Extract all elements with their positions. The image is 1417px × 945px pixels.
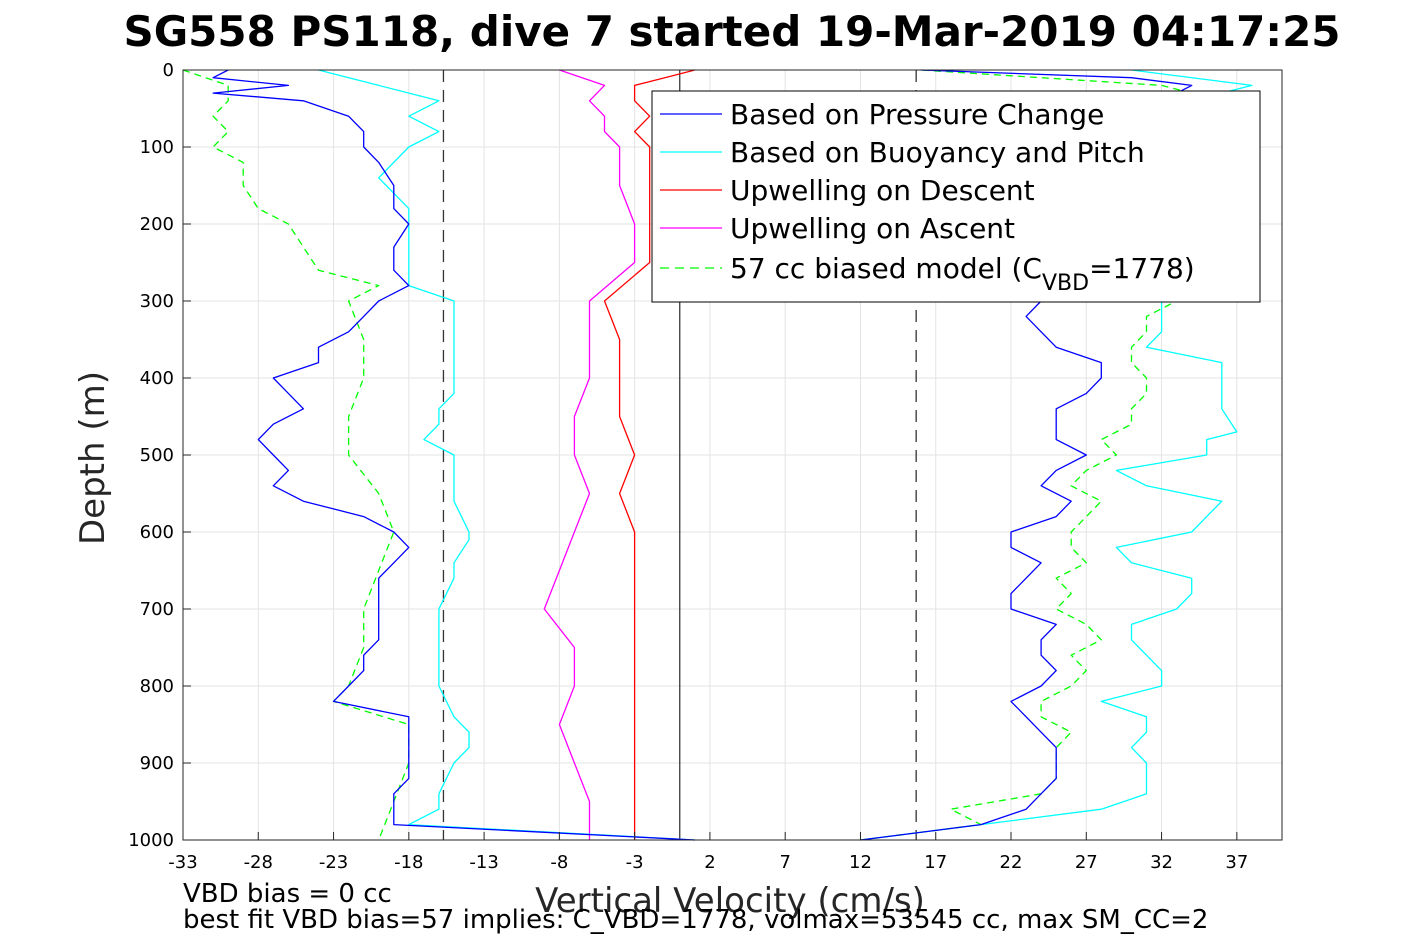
x-tick-label: -13 [469,852,498,873]
annotation-best-fit: best fit VBD bias=57 implies: C_VBD=1778… [183,905,1208,935]
x-tick-label: 22 [1000,852,1023,873]
legend-label-text: Upwelling on Ascent [730,212,1015,245]
series-upwelling-on-ascent-line [543,69,636,840]
x-tick-label: -18 [394,852,423,873]
x-tick-label: 17 [924,852,947,873]
legend-label: Upwelling on Descent [730,174,1035,207]
y-tick-label: 500 [140,445,174,466]
y-axis-ticks: 0 100 200 300 400 500 600 700 800 900 1000 [128,60,191,851]
x-tick-label: 2 [704,852,715,873]
legend-box [651,90,1261,303]
x-axis-label: Vertical Velocity (cm/s) [535,881,925,921]
y-tick-label: 800 [140,676,174,697]
y-tick-label: 900 [140,753,174,774]
series-upwelling-on-descent-line [603,69,696,840]
x-tick-label: -33 [168,852,197,873]
x-tick-label: 7 [779,852,790,873]
x-tick-label: -23 [319,852,348,873]
x-tick-label: 37 [1225,852,1248,873]
x-tick-label: 27 [1075,852,1098,873]
x-axis-ticks: -33 -28 -23 -18 -13 -8 -3 2 7 12 17 22 27 32 37 [168,832,1248,873]
y-tick-label: 300 [140,291,174,312]
x-tick-label: -3 [626,852,644,873]
chart-title: SG558 PS118, dive 7 started 19-Mar-2019 … [123,7,1340,56]
x-tick-label: 12 [849,852,872,873]
y-tick-label: 100 [140,137,174,158]
y-tick-label: 600 [140,522,174,543]
y-tick-label: 200 [140,214,174,235]
legend-label-tail: =1778) [1089,252,1195,285]
annotation-vbd-bias: VBD bias = 0 cc [183,879,392,909]
series-based-on-pressure-change-descent-line [212,69,695,841]
x-tick-label: -8 [550,852,568,873]
legend-label: Upwelling on Ascent [730,212,1015,245]
legend-label: 57 cc biased model (CVBD=1778) [730,252,1195,296]
y-tick-label: 0 [163,60,174,81]
series-based-on-buoyancy-and-pitch-descent-line [318,69,695,841]
legend: Based on Pressure Change Based on Buoyanc… [651,90,1261,303]
y-tick-label: 1000 [128,830,174,851]
legend-label: Based on Buoyancy and Pitch [730,136,1145,169]
legend-label-text: Upwelling on Descent [730,174,1035,207]
x-tick-label: 32 [1150,852,1173,873]
legend-label-text: 57 cc biased model (C [730,252,1042,285]
y-tick-label: 700 [140,599,174,620]
x-tick-label: -28 [244,852,273,873]
y-axis-label: Depth (m) [73,371,113,545]
legend-label-subscript: VBD [1042,271,1089,296]
legend-label-text: Based on Buoyancy and Pitch [730,136,1145,169]
legend-label: Based on Pressure Change [730,98,1104,131]
y-tick-label: 400 [140,368,174,389]
legend-label-text: Based on Pressure Change [730,98,1104,131]
